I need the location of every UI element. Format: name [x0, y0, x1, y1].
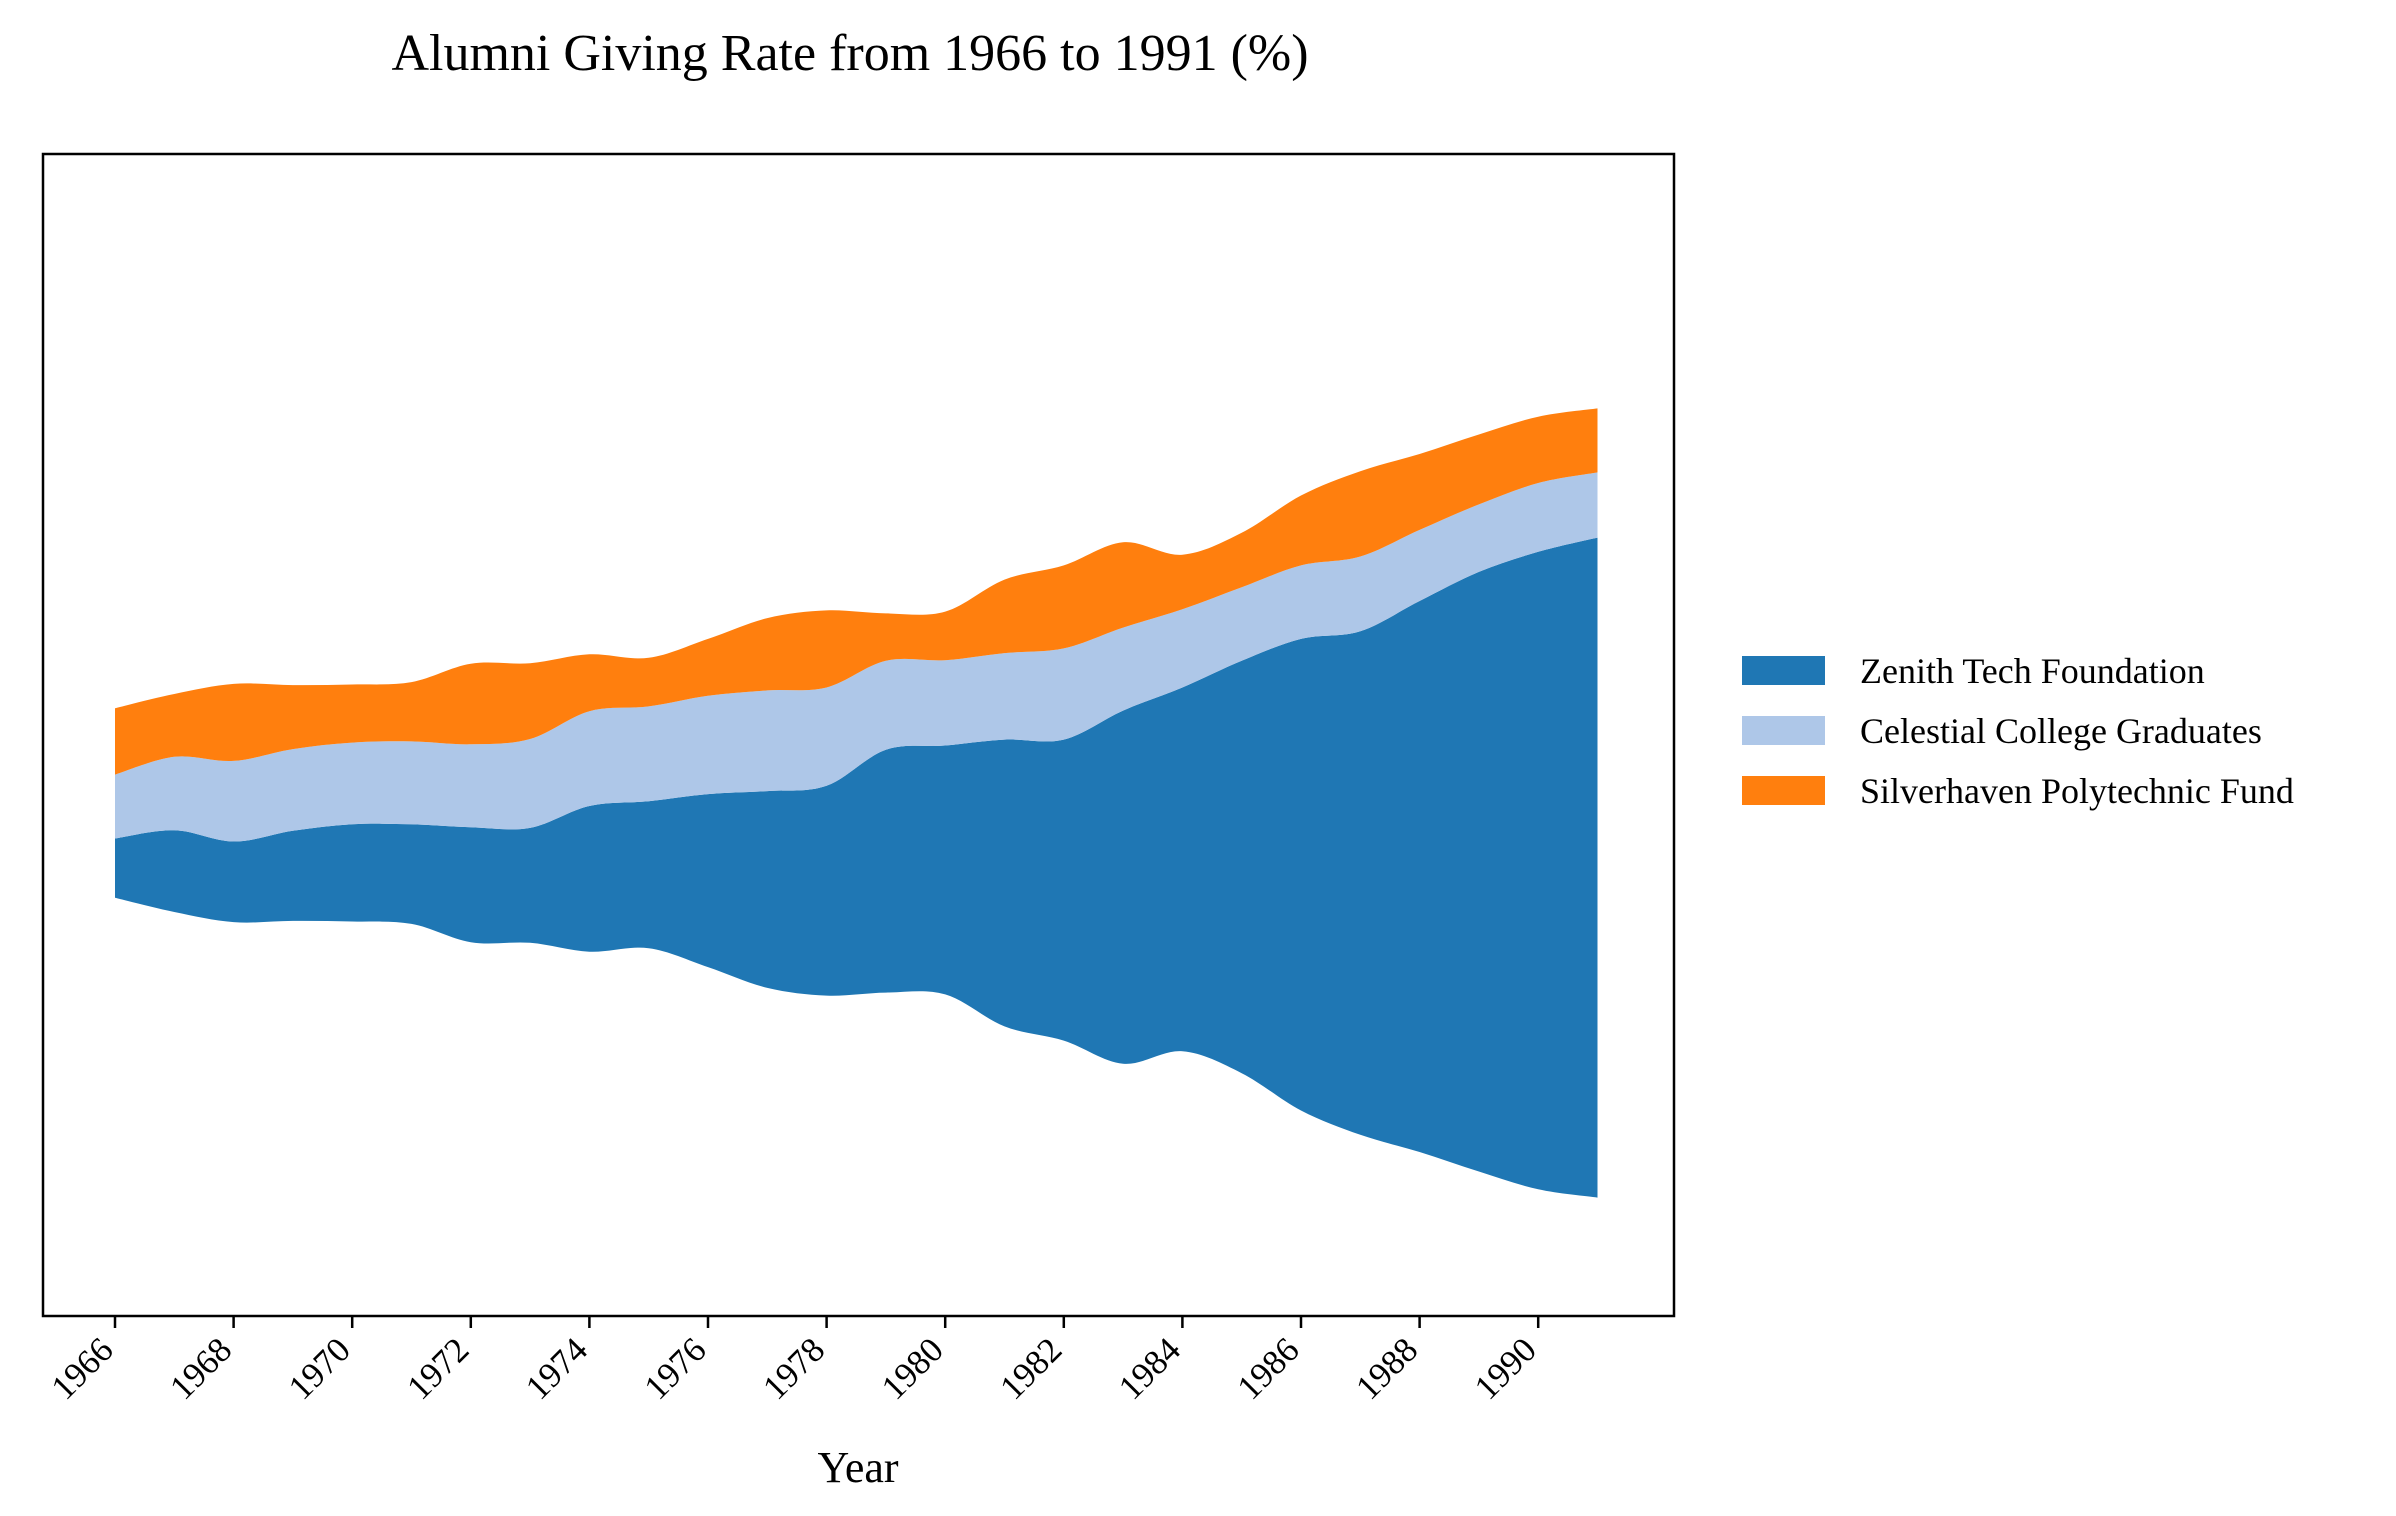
x-tick-label: 1988 — [1348, 1330, 1425, 1407]
legend-swatch — [1742, 776, 1825, 805]
x-axis-ticks: 1966 1968 1970 1972 1974 1976 1978 1980 1982 1984… — [44, 1316, 1544, 1407]
legend-swatch — [1742, 656, 1825, 685]
chart-title: Alumni Giving Rate from 1966 to 1991 (%) — [391, 25, 1308, 82]
legend-label: Silverhaven Polytechnic Fund — [1860, 771, 2294, 811]
stream-zenith-tech-foundation — [115, 537, 1598, 1198]
x-tick-label: 1970 — [281, 1330, 358, 1407]
plot-frame — [41, 152, 1676, 1318]
stream-celestial-college-graduates — [115, 472, 1598, 842]
x-axis-label: Year — [817, 1443, 898, 1492]
x-tick-label: 1968 — [162, 1330, 239, 1407]
legend-label: Zenith Tech Foundation — [1860, 651, 2205, 691]
x-tick-label: 1972 — [399, 1330, 476, 1407]
x-tick-label: 1984 — [1111, 1330, 1188, 1407]
legend: Zenith Tech Foundation Celestial College … — [1742, 651, 2294, 811]
legend-swatch — [1742, 716, 1825, 745]
stream-silverhaven-polytechnic-fund — [115, 408, 1598, 775]
x-tick-label: 1980 — [874, 1330, 951, 1407]
x-tick-label: 1990 — [1467, 1330, 1544, 1407]
x-tick-label: 1966 — [44, 1330, 121, 1407]
x-tick-label: 1978 — [755, 1330, 832, 1407]
stream-layers — [115, 408, 1598, 1198]
plot-area: 1966 1968 1970 1972 1974 1976 1978 1980 1982 1984… — [41, 152, 1676, 1407]
x-tick-label: 1982 — [992, 1330, 1069, 1407]
x-tick-label: 1986 — [1230, 1330, 1307, 1407]
x-tick-label: 1976 — [637, 1330, 714, 1407]
legend-label: Celestial College Graduates — [1860, 711, 2262, 751]
x-tick-label: 1974 — [518, 1330, 595, 1407]
